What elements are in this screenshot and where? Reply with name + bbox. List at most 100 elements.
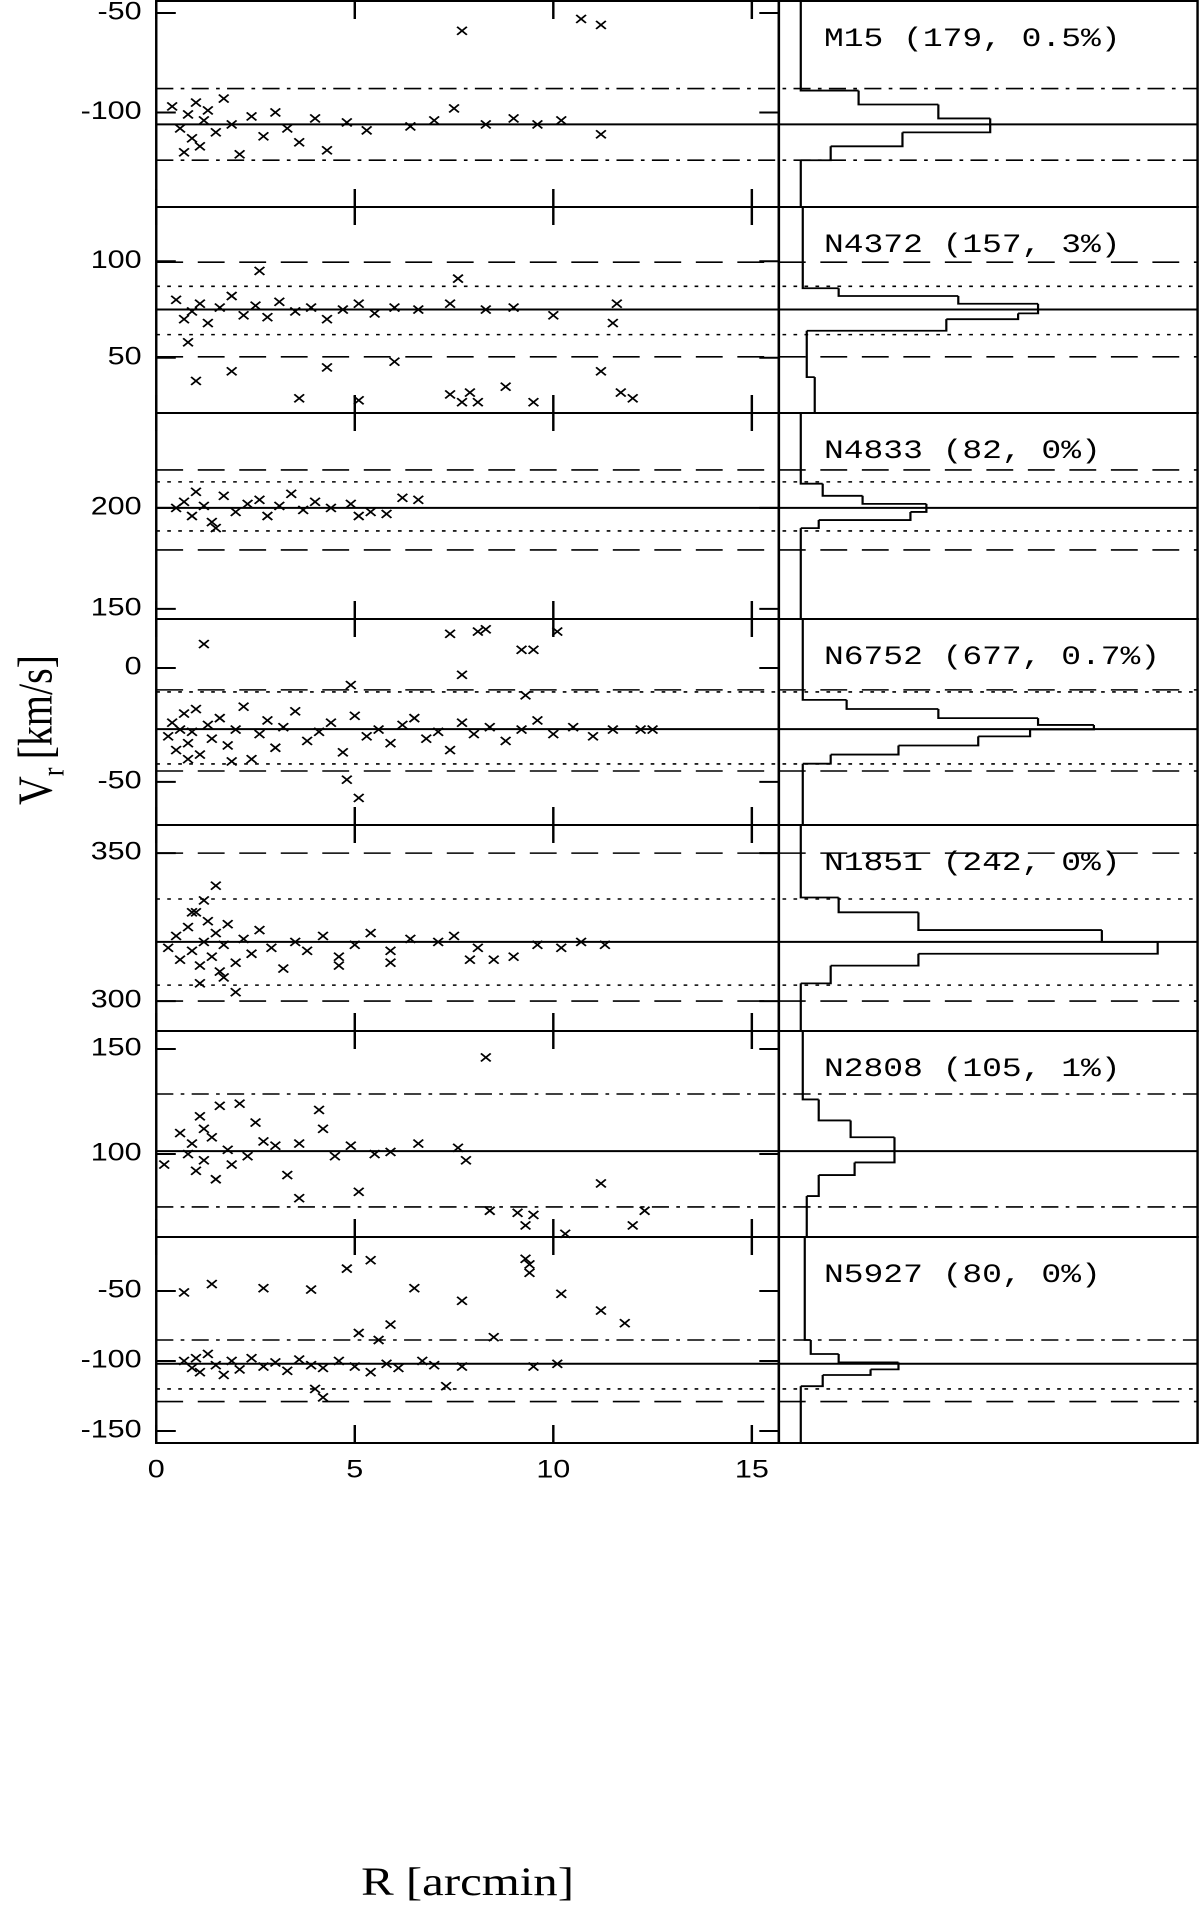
point: [253, 266, 266, 276]
point: [361, 125, 373, 135]
point: [234, 149, 246, 159]
x-tick-label: 0: [148, 1455, 165, 1483]
y-tick-label: 150: [91, 1033, 142, 1061]
point: [249, 301, 262, 311]
point: [515, 724, 528, 735]
point: [611, 299, 623, 309]
point: [341, 775, 353, 785]
histogram-bin: [806, 1175, 820, 1197]
point: [380, 509, 393, 519]
y-axis-label-subscript: r: [36, 767, 71, 776]
histogram-bin: [957, 296, 1039, 305]
histogram-bin: [801, 1031, 819, 1101]
point: [369, 1149, 381, 1159]
histogram-bin: [803, 1237, 811, 1341]
point: [595, 129, 607, 139]
point: [647, 724, 659, 735]
point: [515, 645, 528, 655]
point: [226, 1159, 238, 1170]
point: [194, 961, 206, 971]
histogram-bin: [800, 146, 832, 162]
point: [186, 946, 198, 956]
point: [432, 937, 444, 947]
panel-title: N4372 (157, 3%): [824, 231, 1121, 261]
point: [170, 745, 182, 755]
y-tick-label: 200: [91, 492, 142, 520]
point: [317, 931, 329, 941]
point: [607, 724, 619, 735]
point: [365, 1367, 377, 1377]
point: [210, 1360, 222, 1370]
x-axis-label: R [arcmin]: [361, 1859, 574, 1904]
point: [186, 306, 198, 317]
point: [218, 940, 230, 950]
point: [523, 1268, 536, 1278]
point: [396, 493, 409, 503]
panel-title: N5927 (80, 0%): [824, 1261, 1101, 1291]
point: [444, 629, 456, 639]
point: [345, 499, 357, 509]
point: [178, 497, 190, 507]
point: [408, 713, 420, 723]
point: [206, 1279, 218, 1289]
point: [269, 1357, 281, 1367]
point: [230, 958, 242, 968]
point: [206, 1132, 218, 1142]
point: [238, 702, 250, 712]
point: [178, 314, 190, 324]
point: [317, 1392, 329, 1402]
point: [353, 395, 365, 405]
y-tick-label: -50: [98, 1275, 142, 1303]
point: [242, 1151, 254, 1161]
point: [333, 961, 345, 971]
point: [174, 123, 186, 133]
point: [265, 943, 277, 953]
point: [420, 734, 432, 744]
point: [230, 987, 242, 997]
point: [519, 1220, 532, 1231]
point: [194, 1367, 206, 1377]
point: [448, 103, 460, 114]
point: [269, 107, 281, 118]
point: [500, 382, 512, 392]
point: [238, 934, 250, 944]
y-tick-label: 0: [125, 652, 142, 680]
histogram-bin: [822, 1369, 872, 1376]
point: [293, 1138, 305, 1149]
point: [353, 299, 365, 309]
point: [353, 511, 365, 521]
point: [261, 312, 274, 322]
point: [365, 507, 377, 517]
point: [174, 724, 186, 735]
point: [210, 1174, 222, 1184]
histogram-bin: [818, 1162, 856, 1176]
point: [301, 946, 313, 956]
point: [214, 713, 226, 723]
histogram-bin: [857, 90, 939, 106]
histogram-bin: [946, 313, 1020, 321]
point: [595, 20, 607, 30]
point: [337, 747, 349, 757]
point: [547, 729, 559, 739]
point: [508, 113, 520, 123]
point: [253, 729, 266, 739]
point: [361, 731, 373, 741]
histogram-bin: [910, 503, 928, 513]
point: [198, 895, 210, 906]
point: [202, 720, 214, 730]
point: [186, 1138, 198, 1149]
point: [384, 1147, 397, 1157]
point: [607, 318, 619, 328]
point: [353, 793, 365, 803]
point: [293, 1355, 305, 1365]
point: [313, 1105, 325, 1115]
point: [210, 523, 222, 533]
point: [639, 1206, 651, 1216]
point: [194, 978, 206, 988]
point: [408, 1283, 420, 1293]
point: [444, 745, 456, 755]
point: [508, 952, 520, 962]
point: [182, 738, 194, 748]
point: [186, 727, 198, 737]
point: [349, 1362, 361, 1372]
